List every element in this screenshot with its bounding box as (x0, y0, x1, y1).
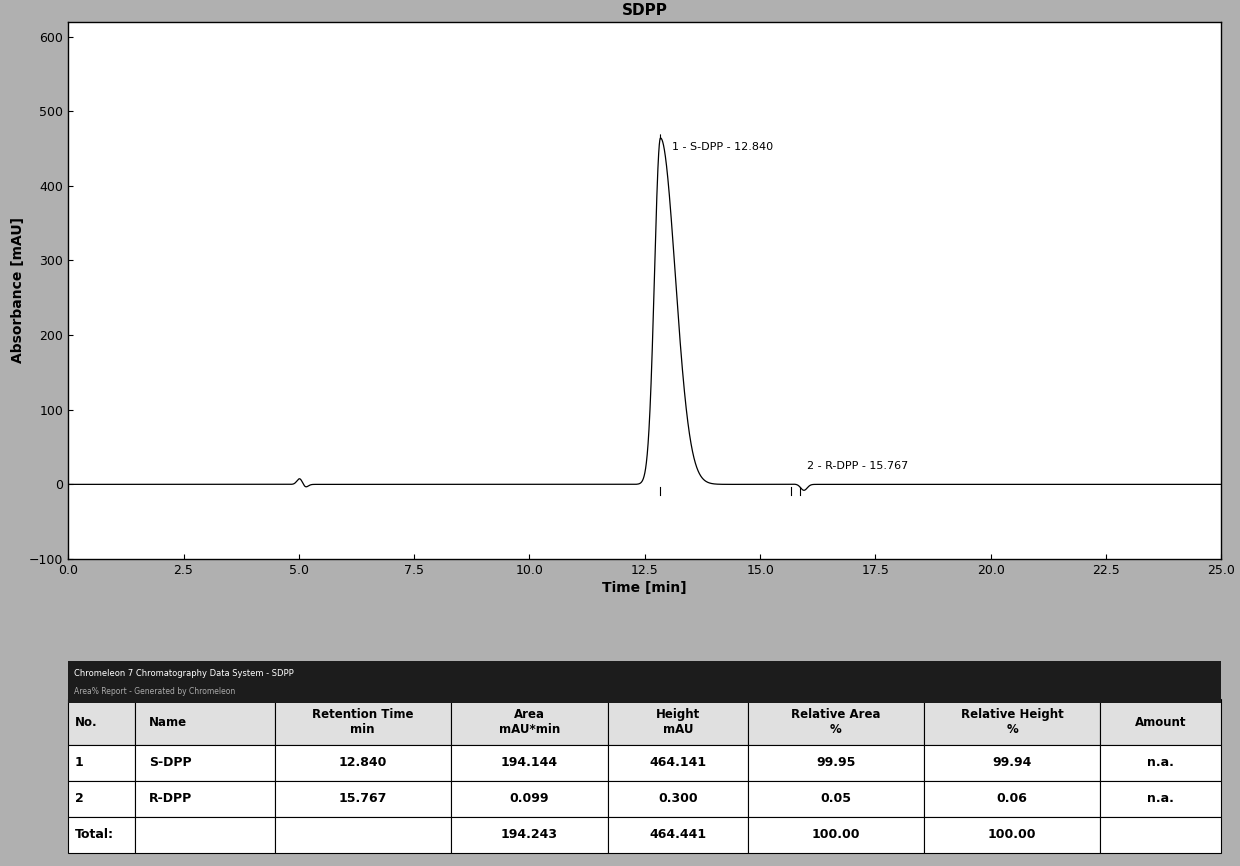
Title: SDPP: SDPP (622, 3, 667, 17)
Bar (68, 661, 1221, 703)
Text: 1 - S-DPP - 12.840: 1 - S-DPP - 12.840 (672, 142, 774, 152)
Text: Area% Report - Generated by Chromeleon: Area% Report - Generated by Chromeleon (74, 687, 236, 696)
X-axis label: Time [min]: Time [min] (603, 581, 687, 595)
Text: Chromeleon 7 Chromatography Data System - SDPP: Chromeleon 7 Chromatography Data System … (74, 669, 294, 678)
Y-axis label: Absorbance [mAU]: Absorbance [mAU] (11, 217, 25, 364)
Text: 2 - R-DPP - 15.767: 2 - R-DPP - 15.767 (807, 461, 908, 471)
